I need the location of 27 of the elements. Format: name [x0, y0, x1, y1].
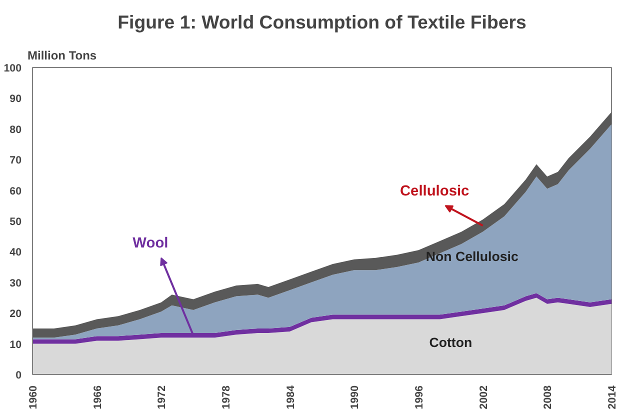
y-axis-title: Million Tons — [28, 48, 97, 62]
y-tick-label: 30 — [10, 277, 22, 290]
chart-title: Figure 1: World Consumption of Textile Fibers — [118, 12, 526, 32]
y-tick-label: 10 — [10, 338, 22, 351]
y-tick-label: 80 — [10, 124, 22, 136]
x-tick-label: 1960 — [28, 385, 40, 410]
x-tick-label: 2008 — [542, 385, 554, 410]
y-tick-label: 90 — [10, 93, 22, 106]
x-tick-label: 1978 — [220, 385, 232, 410]
y-tick-label: 100 — [4, 62, 22, 74]
y-tick-label: 20 — [10, 308, 22, 320]
x-tick-label: 2002 — [478, 385, 490, 410]
x-tick-label: 1990 — [349, 385, 362, 410]
y-tick-label: 70 — [10, 154, 22, 167]
y-tick-label: 0 — [16, 370, 22, 382]
text: Wool — [132, 236, 168, 252]
series-label: Cellulosic — [400, 184, 470, 200]
y-tick-label: 50 — [10, 216, 22, 228]
y-tick-label: 60 — [10, 185, 22, 198]
series-label: Cotton — [429, 334, 472, 350]
x-tick-label: 1996 — [414, 385, 426, 410]
x-tick-label: 2014 — [606, 385, 618, 410]
y-tick-label: 40 — [10, 246, 22, 259]
x-tick-label: 1984 — [284, 385, 297, 410]
series-label: Non Cellulosic — [426, 248, 519, 264]
x-tick-label: 1966 — [92, 385, 104, 410]
x-tick-label: 1972 — [156, 385, 168, 410]
